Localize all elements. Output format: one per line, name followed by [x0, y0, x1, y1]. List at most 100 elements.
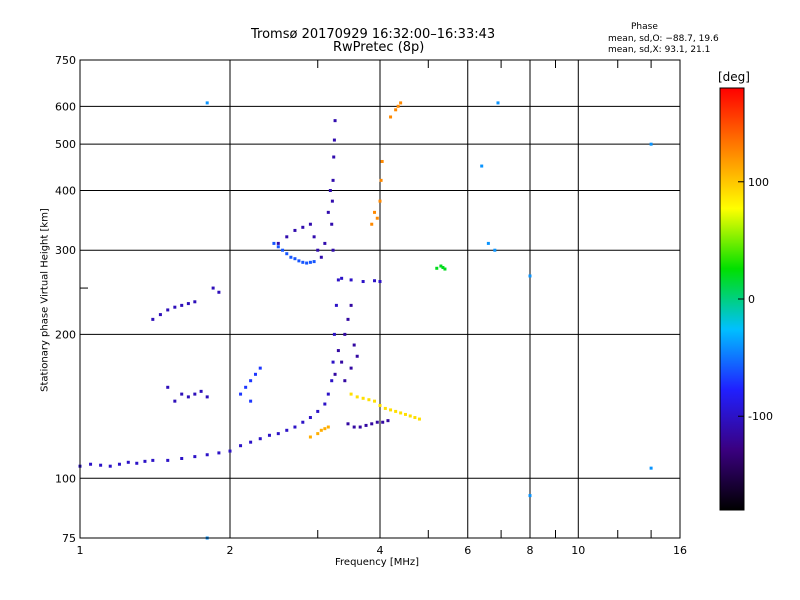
- data-point: [373, 399, 377, 403]
- data-point: [364, 423, 368, 427]
- data-point: [289, 255, 293, 259]
- data-point: [285, 428, 289, 432]
- colorbar-tick-label: 0: [748, 293, 755, 306]
- data-point: [253, 372, 257, 376]
- x-tick-label: 6: [464, 544, 471, 557]
- data-point: [217, 451, 221, 455]
- x-tick-label: 8: [527, 544, 534, 557]
- data-point: [323, 402, 327, 406]
- phase-stats-x-mode: mean, sd,X: 93.1, 21.1: [608, 45, 711, 55]
- data-point: [389, 408, 393, 412]
- data-point: [649, 142, 653, 146]
- data-point: [399, 411, 403, 415]
- data-point: [326, 425, 330, 429]
- data-point: [373, 279, 377, 283]
- data-point: [276, 241, 280, 245]
- colorbar-tick-label: -100: [748, 410, 773, 423]
- data-point: [349, 392, 353, 396]
- data-point: [334, 303, 338, 307]
- y-tick-label: 75: [62, 532, 76, 545]
- data-point: [336, 349, 340, 353]
- data-point: [528, 494, 532, 498]
- data-point: [117, 462, 121, 466]
- data-point: [199, 389, 203, 393]
- data-point: [186, 395, 190, 399]
- data-point: [205, 101, 209, 105]
- data-point: [249, 440, 253, 444]
- data-point: [408, 414, 412, 418]
- data-point: [285, 235, 289, 239]
- data-point: [441, 266, 445, 270]
- x-axis-label: Frequency [MHz]: [335, 557, 420, 568]
- data-point: [330, 199, 334, 203]
- data-point: [186, 302, 190, 306]
- colorbar: 100 0 -100: [719, 87, 773, 511]
- data-point: [173, 399, 177, 403]
- data-point: [276, 245, 280, 249]
- data-point: [308, 222, 312, 226]
- data-point: [244, 385, 248, 389]
- data-point: [439, 264, 443, 268]
- data-point: [358, 425, 362, 429]
- y-tick-label: 200: [55, 328, 76, 341]
- data-point: [258, 437, 262, 441]
- data-point: [312, 260, 316, 264]
- data-point: [403, 412, 407, 416]
- data-point: [108, 464, 112, 468]
- data-point: [373, 210, 377, 214]
- data-point: [217, 290, 221, 294]
- data-point: [166, 385, 170, 389]
- data-point: [301, 420, 305, 424]
- data-point: [249, 399, 253, 403]
- x-tick-label: 16: [673, 544, 687, 557]
- y-tick-label: 750: [55, 54, 76, 67]
- data-point: [352, 343, 356, 347]
- data-point: [399, 101, 403, 105]
- data-point: [333, 119, 337, 123]
- data-point: [135, 461, 139, 465]
- data-point: [312, 235, 316, 239]
- data-point: [193, 392, 197, 396]
- data-point: [267, 433, 271, 437]
- data-point: [151, 458, 155, 462]
- data-point: [336, 278, 340, 282]
- data-point: [389, 115, 393, 119]
- data-point: [301, 225, 305, 229]
- chart-subtitle: RwPretec (8p): [333, 40, 425, 55]
- y-tick-label: 300: [55, 244, 76, 257]
- data-point: [330, 222, 334, 226]
- data-point: [378, 199, 382, 203]
- data-point: [528, 274, 532, 278]
- data-point: [180, 392, 184, 396]
- data-point: [308, 435, 312, 439]
- data-point: [343, 332, 347, 336]
- data-point: [158, 313, 162, 317]
- data-point: [166, 308, 170, 312]
- y-tick-label: 100: [55, 472, 76, 485]
- data-point: [332, 138, 336, 142]
- data-point: [346, 317, 350, 321]
- data-point: [367, 398, 371, 402]
- data-point: [486, 241, 490, 245]
- data-point: [143, 459, 147, 463]
- data-point: [293, 228, 297, 232]
- colorbar-tick-label: 100: [748, 176, 769, 189]
- data-point: [394, 409, 398, 413]
- y-tick-label: 500: [55, 138, 76, 151]
- data-point: [316, 432, 320, 436]
- data-point: [239, 444, 243, 448]
- data-point: [239, 392, 243, 396]
- phase-stats-header: Phase: [631, 22, 658, 32]
- data-point: [346, 422, 350, 426]
- data-point: [211, 286, 215, 290]
- x-tick-label: 10: [571, 544, 585, 557]
- data-point: [316, 248, 320, 252]
- data-point: [349, 278, 353, 282]
- data-point: [383, 406, 387, 410]
- data-points: [78, 101, 653, 540]
- data-point: [308, 260, 312, 264]
- data-point: [272, 241, 276, 245]
- data-point: [193, 300, 197, 304]
- data-point: [375, 216, 379, 220]
